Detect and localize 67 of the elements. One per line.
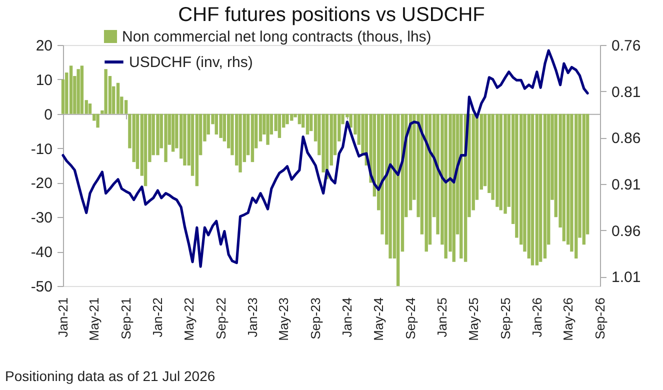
y-tick-label: 0 <box>44 106 52 124</box>
y-tick-label: -10 <box>30 140 52 158</box>
y2-tick-label: 0.81 <box>612 84 641 101</box>
bar <box>543 114 547 258</box>
bar <box>388 114 392 258</box>
y-tick-label: -40 <box>30 244 52 262</box>
x-tick-label: May-24 <box>371 298 386 341</box>
legend-label: USDCHF (inv, rhs) <box>129 54 253 71</box>
bar <box>504 114 507 214</box>
y2-tick-label: 1.01 <box>612 269 641 286</box>
x-tick-label: Sep-22 <box>213 298 228 340</box>
x-tick-label: May-23 <box>276 298 292 341</box>
bar <box>104 69 108 114</box>
chart-title: CHF futures positions vs USDCHF <box>178 4 485 26</box>
bar <box>298 114 302 124</box>
line-series <box>62 49 589 268</box>
y-tick-label: -30 <box>30 210 52 227</box>
x-tick-label: Jan-26 <box>529 298 544 338</box>
bar <box>562 114 566 242</box>
bar <box>219 114 222 138</box>
x-tick-label: Sep-21 <box>118 298 134 340</box>
legend-label: Non commercial net long contracts (thous, lhs) <box>122 28 432 46</box>
bar <box>88 104 92 114</box>
text: Positioning data as of 21 Jul 2026 <box>5 368 216 384</box>
y2-tick-label: 0.86 <box>612 130 641 148</box>
bar <box>183 114 186 166</box>
bar <box>144 114 148 186</box>
bar <box>96 114 100 128</box>
y2-tick-label: 0.96 <box>612 222 641 240</box>
y-tick-label: -20 <box>30 175 52 192</box>
bar <box>306 114 310 135</box>
bar <box>116 82 120 114</box>
x-tick-label: Jan-22 <box>150 298 166 338</box>
x-tick-label: May-22 <box>181 298 196 341</box>
y-tick-label: -50 <box>30 278 52 296</box>
bar <box>278 114 282 138</box>
y2-tick-label: 0.76 <box>612 38 641 54</box>
bar <box>250 114 254 162</box>
x-tick-label: Jan-23 <box>244 298 260 338</box>
bar <box>538 114 542 262</box>
bar <box>195 114 199 186</box>
bar <box>69 66 73 114</box>
bar <box>582 114 586 245</box>
y-tick-label: 20 <box>36 38 52 54</box>
x-tick-label: Sep-24 <box>403 298 418 340</box>
bar <box>460 114 463 258</box>
x-tick-label: Jan-25 <box>434 298 450 338</box>
bar <box>238 114 242 172</box>
x-tick-label: Jan-24 <box>340 298 355 338</box>
bar <box>76 69 80 114</box>
x-tick-label: Sep-25 <box>498 298 513 340</box>
x-tick-label: Sep-26 <box>592 298 608 340</box>
bar <box>124 100 128 114</box>
bar <box>171 114 175 152</box>
x-tick-label: May-26 <box>560 298 576 341</box>
bar <box>535 114 539 266</box>
bar <box>530 114 534 266</box>
x-tick-label: May-21 <box>86 298 102 341</box>
x-tick-label: May-25 <box>466 298 481 341</box>
y-tick-label: 10 <box>36 72 52 89</box>
bar <box>396 114 400 286</box>
bar <box>266 114 270 145</box>
bar <box>80 66 84 114</box>
x-tick-label: Jan-21 <box>56 298 70 338</box>
x-tick-label: Sep-23 <box>308 298 324 340</box>
y2-tick-label: 0.91 <box>612 176 641 194</box>
bar <box>164 114 168 162</box>
